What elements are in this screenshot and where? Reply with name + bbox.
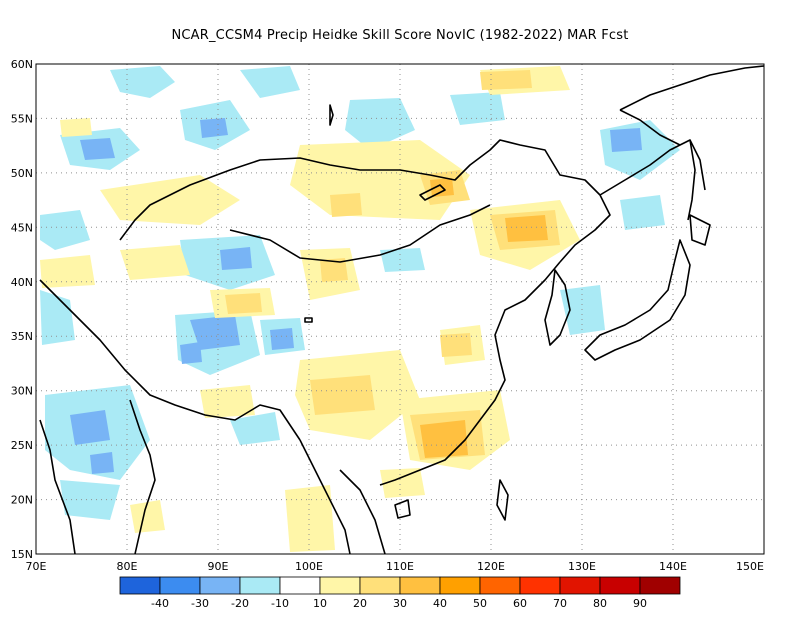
lon-tick-label: 130E <box>568 560 596 573</box>
lon-tick-label: 120E <box>477 560 505 573</box>
lat-tick-label: 50N <box>11 167 33 180</box>
lon-tick-label: 100E <box>295 560 323 573</box>
colorbar-swatch <box>639 576 681 595</box>
colorbar-label: 20 <box>353 597 367 610</box>
lat-tick-label: 55N <box>11 112 33 125</box>
lat-tick-label: 20N <box>11 494 33 507</box>
colorbar-label: 30 <box>393 597 407 610</box>
lat-tick-label: 45N <box>11 221 33 234</box>
colorbar-labels: -40 -30 -20 -10 10 20 30 40 50 60 70 80 … <box>151 597 647 610</box>
latitude-labels: 15N 20N 25N 30N 35N 40N 45N 50N 55N 60N <box>11 58 33 561</box>
colorbar-label: 50 <box>473 597 487 610</box>
lon-tick-label: 80E <box>117 560 138 573</box>
colorbar-swatch <box>359 576 401 595</box>
colorbar <box>119 576 681 595</box>
colorbar-label: -40 <box>151 597 169 610</box>
colorbar-swatch <box>319 576 361 595</box>
lon-tick-label: 140E <box>659 560 687 573</box>
lon-tick-label: 70E <box>26 560 47 573</box>
lat-tick-label: 15N <box>11 548 33 561</box>
map-frame <box>35 63 765 555</box>
longitude-labels: 70E 80E 90E 100E 110E 120E 130E 140E 150… <box>26 560 765 573</box>
colorbar-label: -30 <box>191 597 209 610</box>
colorbar-label: 40 <box>433 597 447 610</box>
colorbar-swatch <box>519 576 561 595</box>
colorbar-swatch <box>599 576 641 595</box>
colorbar-swatch <box>159 576 201 595</box>
colorbar-label: 90 <box>633 597 647 610</box>
colorbar-swatch <box>439 576 481 595</box>
colorbar-label: 10 <box>313 597 327 610</box>
lat-tick-label: 60N <box>11 58 33 71</box>
colorbar-label: 60 <box>513 597 527 610</box>
map-title: NCAR_CCSM4 Precip Heidke Skill Score Nov… <box>171 28 629 43</box>
lon-tick-label: 90E <box>208 560 229 573</box>
lat-lon-grid <box>36 64 764 554</box>
colorbar-swatch <box>119 576 161 595</box>
colorbar-swatch <box>399 576 441 595</box>
colorbar-swatch <box>239 576 281 595</box>
lat-tick-label: 35N <box>11 330 33 343</box>
colorbar-swatch <box>559 576 601 595</box>
lon-tick-label: 110E <box>386 560 414 573</box>
colorbar-swatch <box>279 576 321 595</box>
lon-tick-label: 150E <box>736 560 764 573</box>
colorbar-label: 80 <box>593 597 607 610</box>
colorbar-swatch <box>199 576 241 595</box>
lat-tick-label: 25N <box>11 439 33 452</box>
coastlines-borders <box>39 65 765 555</box>
colorbar-swatch <box>479 576 521 595</box>
skill-score-field <box>40 66 680 552</box>
colorbar-label: -20 <box>231 597 249 610</box>
lat-tick-label: 30N <box>11 385 33 398</box>
lat-tick-label: 40N <box>11 276 33 289</box>
colorbar-label: 70 <box>553 597 567 610</box>
colorbar-label: -10 <box>271 597 289 610</box>
